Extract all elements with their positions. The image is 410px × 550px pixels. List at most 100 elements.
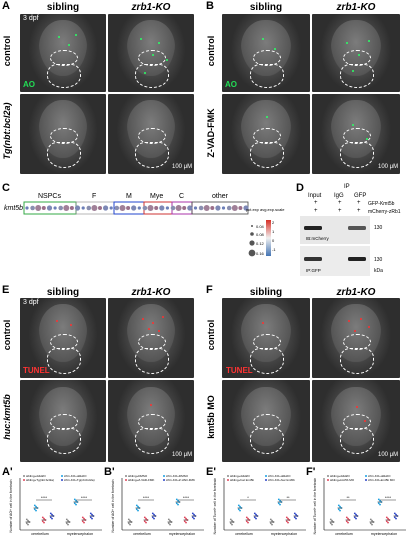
data-point xyxy=(277,502,280,505)
panel-f-col-ko: zrb1-KO xyxy=(336,287,376,298)
sig-stars: ** xyxy=(286,495,290,500)
legend-marker xyxy=(23,475,25,477)
panel-d-igg-label: IgG xyxy=(334,193,344,199)
data-point xyxy=(137,509,139,512)
data-point xyxy=(287,517,289,520)
panel-f2-letter: F' xyxy=(306,466,316,478)
y-axis-label: Number of AO+ cell in the forebrain xyxy=(111,479,115,532)
quant-chart-f2: Number of Tunel+ cell in the forebrain si… xyxy=(313,474,406,536)
roi-outline xyxy=(135,142,169,168)
panel-d-input-label: Input xyxy=(308,193,322,199)
data-point xyxy=(81,520,84,523)
panel-e-image-1 xyxy=(20,298,106,378)
quant-chart-e2: Number of Tunel+ cell in the forebrain si… xyxy=(213,474,306,536)
x-group-label: cerebellum xyxy=(335,532,353,536)
dotplot-bubble xyxy=(81,206,85,210)
dotplot-bubble xyxy=(187,205,193,211)
data-point xyxy=(145,521,147,524)
dotplot-bubble xyxy=(74,205,81,211)
panel-c-group-f: F xyxy=(92,193,97,200)
data-point xyxy=(191,512,194,515)
data-point xyxy=(331,519,333,522)
roi-outline xyxy=(250,64,284,88)
data-point xyxy=(337,508,340,511)
panel-d-plus-5: + xyxy=(338,208,342,214)
panel-f-row-control: control xyxy=(206,319,216,351)
panel-d-plus-3: + xyxy=(357,200,361,206)
data-point xyxy=(347,521,349,524)
dotplot-bubble xyxy=(142,205,148,211)
data-point xyxy=(345,520,348,523)
data-point xyxy=(231,523,233,526)
panel-b-scale: 100 μM xyxy=(378,164,399,170)
panel-c-legend-pct-0: 0.04 xyxy=(256,224,264,229)
panel-c-group-m: M xyxy=(126,193,132,200)
data-point xyxy=(393,512,396,515)
legend-entry: zrb1-KO+ddH2O xyxy=(268,474,291,478)
legend-entry: sibling+ddH2O xyxy=(230,474,250,478)
dotplot-bubble xyxy=(137,206,141,210)
panel-d-plus-6: + xyxy=(357,208,361,214)
dotplot-bubble xyxy=(126,206,131,210)
legend-entry: sibling+kmt5b MO xyxy=(330,478,355,482)
legend-marker xyxy=(23,479,25,481)
data-point xyxy=(145,517,147,520)
data-point xyxy=(247,517,249,520)
data-point xyxy=(75,499,77,502)
data-point xyxy=(151,512,154,515)
panel-f-col-sibling: sibling xyxy=(249,287,283,298)
y-axis-label: Number of Tunel+ cell in the forebrain xyxy=(213,478,217,535)
data-point xyxy=(347,517,349,520)
legend-marker xyxy=(265,475,267,477)
dotplot-bubble xyxy=(98,206,102,210)
panel-a-age: 3 dpf xyxy=(23,15,39,22)
data-point xyxy=(269,518,272,521)
legend-marker xyxy=(365,479,367,481)
data-point xyxy=(371,523,373,526)
panel-d-plus-4: + xyxy=(314,208,318,214)
dotplot-bubble xyxy=(193,206,198,210)
sig-stars: * xyxy=(247,495,249,500)
panel-b-row-control: control xyxy=(206,35,216,67)
data-point xyxy=(89,512,92,515)
data-point xyxy=(185,521,187,524)
data-point xyxy=(73,498,76,501)
legend-entry: zrb1-KO+ddH2O xyxy=(368,474,391,478)
roi-outline xyxy=(250,428,284,454)
data-point xyxy=(247,521,249,524)
data-point xyxy=(67,519,69,522)
panel-a-col-sibling: sibling xyxy=(46,2,80,13)
data-point xyxy=(43,517,45,520)
panel-a-row-control: control xyxy=(2,35,12,67)
dotplot-bubble xyxy=(147,205,154,211)
data-point xyxy=(135,504,138,507)
legend-marker xyxy=(163,479,165,481)
data-point xyxy=(35,509,37,512)
panel-b-image-1 xyxy=(222,14,310,92)
data-point xyxy=(167,518,170,521)
panel-e-scale: 100 μM xyxy=(172,452,193,458)
dotplot-bubble xyxy=(131,205,137,211)
data-point xyxy=(353,516,356,519)
panel-d-letter: D xyxy=(296,182,304,194)
panel-e-letter: E xyxy=(2,284,10,296)
legend-entry: zrb1-KO+ddH2O xyxy=(64,474,87,478)
roi-outline xyxy=(340,348,374,374)
data-point xyxy=(285,520,288,523)
data-point xyxy=(345,516,348,519)
panel-c-dotplot xyxy=(23,201,271,257)
data-point xyxy=(245,520,248,523)
panel-a-letter: A xyxy=(2,0,10,12)
panel-c-legend-pct-title: pct.exp xyxy=(246,207,259,212)
panel-a-image-3 xyxy=(20,94,106,174)
sig-stars: **** xyxy=(385,495,392,500)
panel-b-letter: B xyxy=(206,0,214,12)
data-point xyxy=(331,523,333,526)
dotplot-bubble xyxy=(35,205,42,211)
data-point xyxy=(175,498,178,501)
data-point xyxy=(49,512,52,515)
y-axis-label: Number of Tunel+ cell in the forebrain xyxy=(313,478,317,535)
panel-b-stain: AO xyxy=(225,80,237,89)
data-point xyxy=(237,504,240,507)
data-point xyxy=(83,521,85,524)
